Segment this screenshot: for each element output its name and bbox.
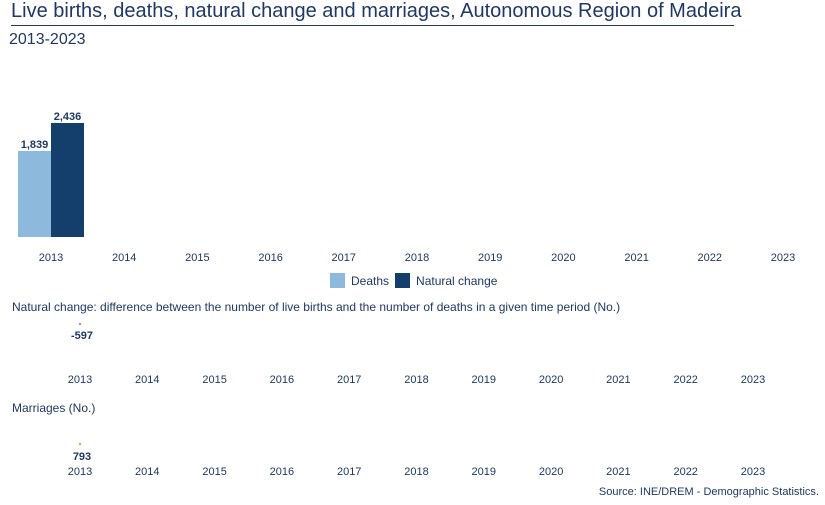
bar-x-tick-label: 2023 — [771, 252, 795, 264]
marriages-data-label: 793 — [73, 451, 91, 463]
marriages-x-tick-label: 2015 — [202, 466, 226, 478]
marriages-data-point — [78, 442, 82, 446]
legend-swatch-natural-change — [395, 273, 411, 288]
natural-change-x-tick-label: 2014 — [135, 374, 159, 386]
natural-change-data-point — [78, 322, 82, 326]
bar-x-tick-label: 2013 — [39, 252, 63, 264]
bar-x-tick-label: 2022 — [698, 252, 722, 264]
title-underline — [11, 25, 734, 26]
natural-change-x-tick-label: 2015 — [202, 374, 226, 386]
bar-x-tick-label: 2019 — [478, 252, 502, 264]
legend-item-deaths[interactable]: Deaths — [330, 273, 389, 288]
legend-item-natural-change[interactable]: Natural change — [395, 273, 497, 288]
natural-change-x-tick-label: 2016 — [270, 374, 294, 386]
natural-change-x-tick-label: 2023 — [741, 374, 765, 386]
natural-change-x-tick-label: 2022 — [673, 374, 697, 386]
chart-title: Live births, deaths, natural change and … — [11, 0, 742, 22]
bar-x-tick-label: 2017 — [332, 252, 356, 264]
marriages-x-tick-label: 2016 — [270, 466, 294, 478]
natural-change-x-tick-label: 2019 — [472, 374, 496, 386]
bar-x-tick-label: 2020 — [551, 252, 575, 264]
bar-x-tick-label: 2014 — [112, 252, 136, 264]
legend: Deaths Natural change — [330, 273, 503, 288]
legend-label-deaths: Deaths — [351, 273, 390, 288]
bar-data-label: 2,436 — [54, 111, 82, 123]
marriages-x-tick-label: 2013 — [68, 466, 92, 478]
natural-change-x-tick-label: 2018 — [404, 374, 428, 386]
bar-natural-change — [51, 123, 84, 237]
natural-change-x-tick-label: 2021 — [606, 374, 630, 386]
natural-change-x-tick-label: 2013 — [68, 374, 92, 386]
bar-x-tick-label: 2016 — [258, 252, 282, 264]
bar-x-tick-label: 2018 — [405, 252, 429, 264]
bar-x-tick-label: 2021 — [624, 252, 648, 264]
legend-label-natural-change: Natural change — [416, 273, 498, 288]
bar-x-tick-label: 2015 — [185, 252, 209, 264]
marriages-x-tick-label: 2020 — [539, 466, 563, 478]
marriages-x-tick-label: 2017 — [337, 466, 361, 478]
source-note: Source: INE/DREM - Demographic Statistic… — [598, 486, 819, 498]
natural-change-x-tick-label: 2020 — [539, 374, 563, 386]
marriages-section-title: Marriages (No.) — [12, 401, 96, 415]
marriages-x-tick-label: 2014 — [135, 466, 159, 478]
marriages-x-tick-label: 2018 — [404, 466, 428, 478]
natural-change-data-label: -597 — [71, 330, 93, 342]
marriages-x-tick-label: 2019 — [472, 466, 496, 478]
bar-deaths — [18, 150, 51, 237]
natural-change-x-tick-label: 2017 — [337, 374, 361, 386]
marriages-x-tick-label: 2021 — [606, 466, 630, 478]
marriages-x-tick-label: 2023 — [741, 466, 765, 478]
bar-data-label: 1,839 — [21, 139, 49, 151]
marriages-x-tick-label: 2022 — [673, 466, 697, 478]
legend-swatch-deaths — [330, 273, 345, 288]
chart-subtitle: 2013-2023 — [9, 31, 86, 48]
natural-change-section-title: Natural change: difference between the n… — [12, 300, 621, 314]
